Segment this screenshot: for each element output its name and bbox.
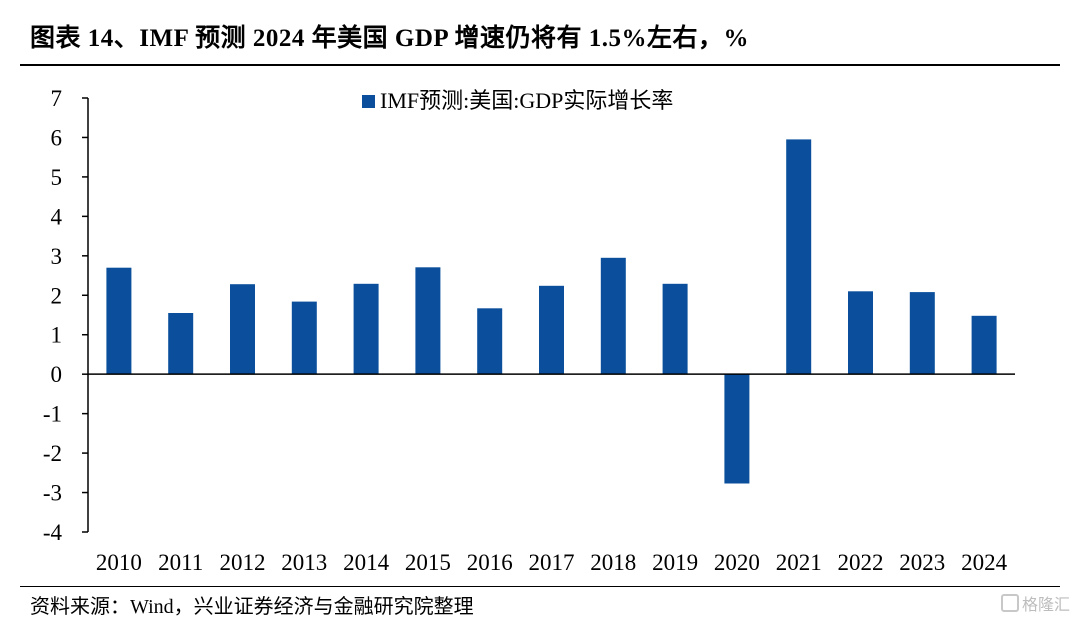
x-tick-label: 2013 bbox=[281, 550, 327, 575]
x-tick-label: 2017 bbox=[529, 550, 575, 575]
y-tick-label: 0 bbox=[51, 362, 63, 387]
bar-2014 bbox=[353, 283, 379, 375]
x-tick-label: 2024 bbox=[961, 550, 1008, 575]
y-tick-label: 5 bbox=[51, 165, 63, 190]
bottom-rule bbox=[20, 586, 1060, 587]
y-tick-label: 6 bbox=[51, 125, 63, 150]
watermark: 格隆汇 bbox=[1000, 591, 1070, 615]
x-tick-label: 2020 bbox=[714, 550, 760, 575]
y-axis: 7 6 5 4 3 2 1 0 -1 -2 -3 -4 bbox=[43, 86, 1015, 545]
bar-2022 bbox=[848, 291, 873, 375]
y-tick-label: 7 bbox=[51, 86, 63, 111]
chart-title: 图表 14、IMF 预测 2024 年美国 GDP 增速仍将有 1.5%左右，% bbox=[30, 25, 750, 52]
bar-2023 bbox=[909, 292, 935, 375]
y-tick-label: 2 bbox=[51, 283, 63, 308]
bar-2019 bbox=[662, 283, 688, 375]
y-tick-label: -2 bbox=[43, 441, 62, 466]
bar-2013 bbox=[291, 301, 317, 375]
source-note: 资料来源：Wind，兴业证券经济与金融研究院整理 bbox=[30, 596, 474, 618]
x-tick-label: 2015 bbox=[405, 550, 451, 575]
bar-2017 bbox=[539, 285, 564, 375]
y-tick-label: -3 bbox=[43, 481, 62, 506]
y-tick-label: -1 bbox=[43, 402, 62, 427]
legend-swatch bbox=[362, 95, 375, 108]
bar-2010 bbox=[106, 267, 132, 375]
bar-2020 bbox=[724, 374, 750, 484]
y-tick-label: 4 bbox=[51, 204, 63, 229]
y-tick-label: 3 bbox=[51, 244, 63, 269]
bar-2016 bbox=[477, 308, 503, 375]
y-tick-label: -4 bbox=[43, 520, 63, 545]
bar-2024 bbox=[971, 315, 997, 375]
legend: IMF预测:美国:GDP实际增长率 bbox=[362, 88, 673, 113]
x-tick-label: 2023 bbox=[899, 550, 945, 575]
x-tick-label: 2021 bbox=[776, 550, 822, 575]
x-tick-label: 2018 bbox=[590, 550, 636, 575]
bar-2015 bbox=[415, 267, 441, 375]
watermark-text: 格隆汇 bbox=[1021, 595, 1070, 614]
x-tick-label: 2012 bbox=[220, 550, 266, 575]
x-axis-labels: 2010 2011 2012 2013 2014 2015 2016 2017 2018 2019… bbox=[96, 550, 1008, 575]
watermark-logo-icon bbox=[1000, 594, 1019, 612]
x-tick-label: 2010 bbox=[96, 550, 142, 575]
bars-group bbox=[106, 139, 997, 484]
bar-2012 bbox=[230, 284, 255, 375]
legend-label: IMF预测:美国:GDP实际增长率 bbox=[380, 88, 673, 113]
x-tick-label: 2019 bbox=[652, 550, 698, 575]
bar-2021 bbox=[786, 139, 812, 375]
x-tick-label: 2014 bbox=[343, 550, 390, 575]
bar-2011 bbox=[168, 313, 194, 375]
top-rule bbox=[20, 64, 1060, 66]
x-tick-label: 2016 bbox=[467, 550, 513, 575]
y-tick-label: 1 bbox=[51, 323, 63, 348]
x-tick-label: 2011 bbox=[158, 550, 203, 575]
bar-2018 bbox=[600, 257, 626, 375]
x-tick-label: 2022 bbox=[838, 550, 884, 575]
